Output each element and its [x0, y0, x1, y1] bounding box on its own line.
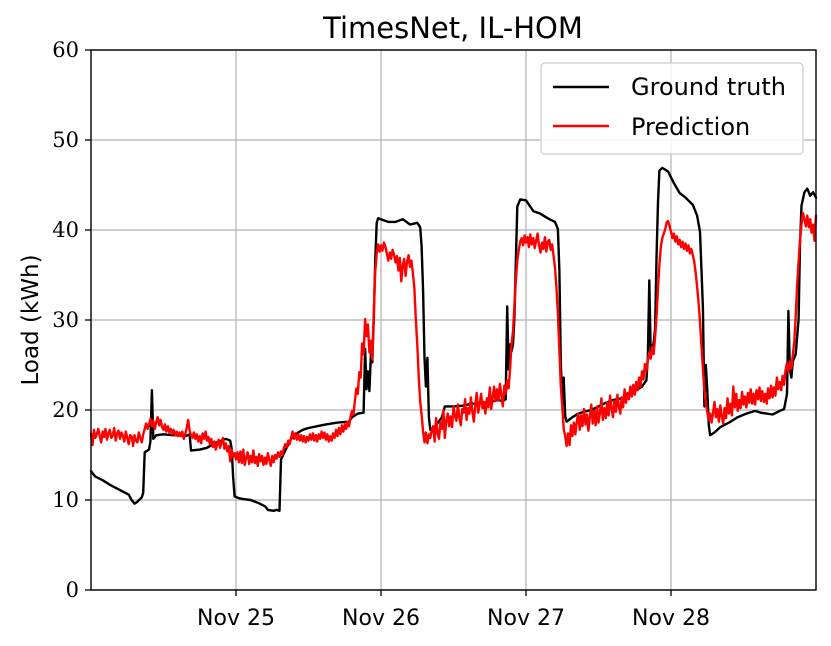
y-tick-label: 40 [52, 218, 79, 242]
x-tick-label: Nov 27 [487, 606, 565, 631]
x-tick-label: Nov 28 [632, 606, 710, 631]
chart-title: TimesNet, IL-HOM [322, 11, 583, 45]
series-lines [89, 166, 818, 512]
legend-label-prediction: Prediction [631, 113, 750, 141]
y-axis-label: Load (kWh) [18, 254, 44, 385]
legend: Ground truth Prediction [540, 62, 804, 155]
series-line-ground-truth [89, 166, 818, 512]
series-line-prediction [89, 211, 818, 467]
y-tick-label: 20 [52, 398, 79, 422]
y-tick-label: 10 [52, 488, 79, 512]
y-tick-label: 0 [66, 578, 79, 602]
y-tick-label: 30 [52, 308, 79, 332]
axis-ticks: 0 10 20 30 40 50 60 Nov 25 Nov 26 Nov 27 Nov 28 [52, 38, 710, 631]
x-tick-label: Nov 25 [197, 606, 275, 631]
x-tick-label: Nov 26 [342, 606, 420, 631]
legend-label-ground-truth: Ground truth [631, 73, 786, 101]
y-tick-label: 50 [52, 128, 79, 152]
y-tick-label: 60 [52, 38, 79, 62]
